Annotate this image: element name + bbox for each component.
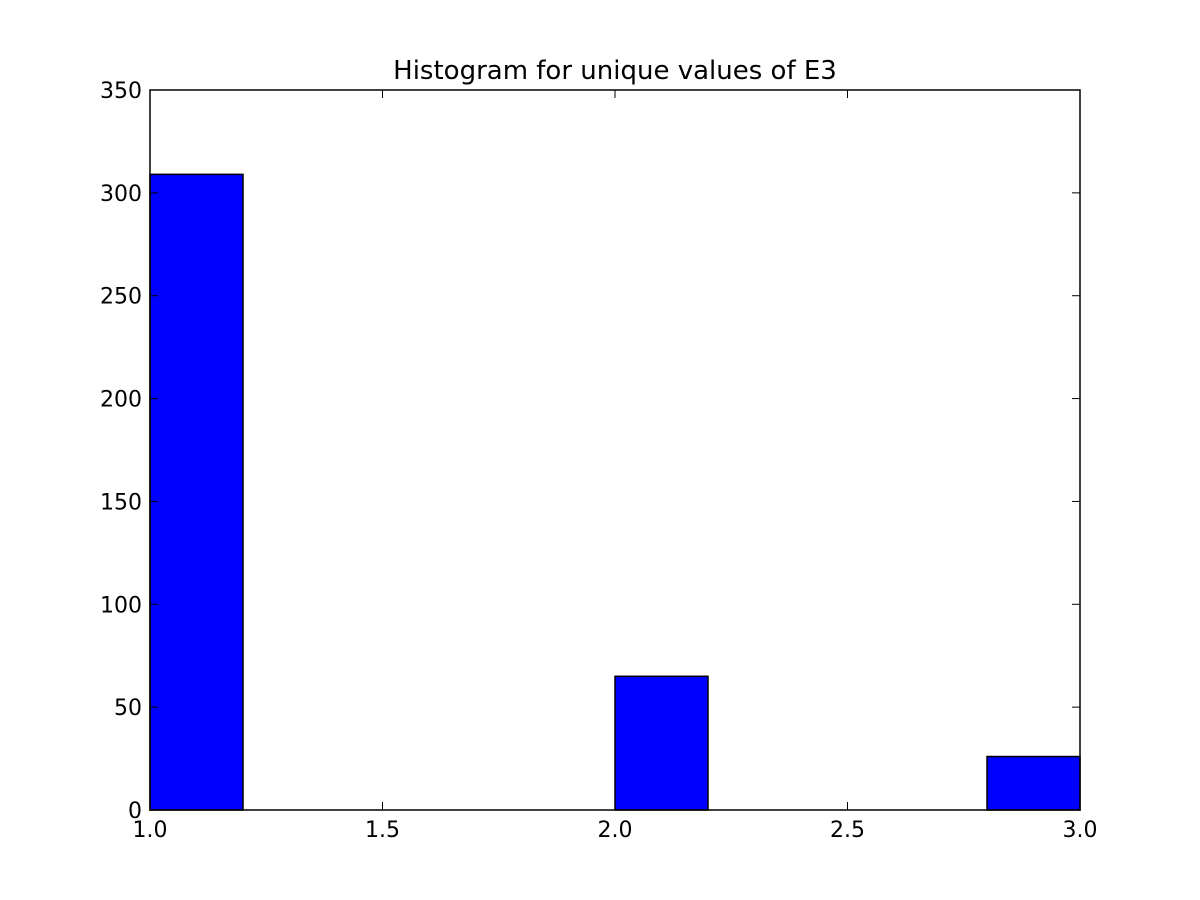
y-tick-label: 100 bbox=[100, 593, 142, 618]
y-tick-label: 50 bbox=[114, 696, 142, 721]
y-tick-label: 250 bbox=[100, 285, 142, 310]
chart-title: Histogram for unique values of E3 bbox=[393, 56, 837, 86]
x-tick-label: 3.0 bbox=[1063, 818, 1098, 843]
y-tick-label: 350 bbox=[100, 79, 142, 104]
bars-layer bbox=[149, 173, 1081, 811]
x-tick-label: 2.5 bbox=[830, 818, 865, 843]
ticks-layer: 1.0 1.5 2.0 2.5 3.0 0 50 100 150 200 250 300 350 bbox=[100, 79, 1098, 843]
plot-area-frame bbox=[149, 89, 1081, 811]
x-tick-label: 1.5 bbox=[365, 818, 400, 843]
y-tick-label: 0 bbox=[128, 799, 142, 824]
x-tick-label: 1.0 bbox=[133, 818, 168, 843]
histogram-bar-5 bbox=[614, 675, 709, 811]
y-tick-label: 300 bbox=[100, 182, 142, 207]
histogram-bar-0 bbox=[149, 173, 244, 811]
y-tick-label: 200 bbox=[100, 388, 142, 413]
y-tick-label: 150 bbox=[100, 490, 142, 515]
x-tick-label: 2.0 bbox=[598, 818, 633, 843]
histogram-bar-9 bbox=[986, 755, 1081, 811]
